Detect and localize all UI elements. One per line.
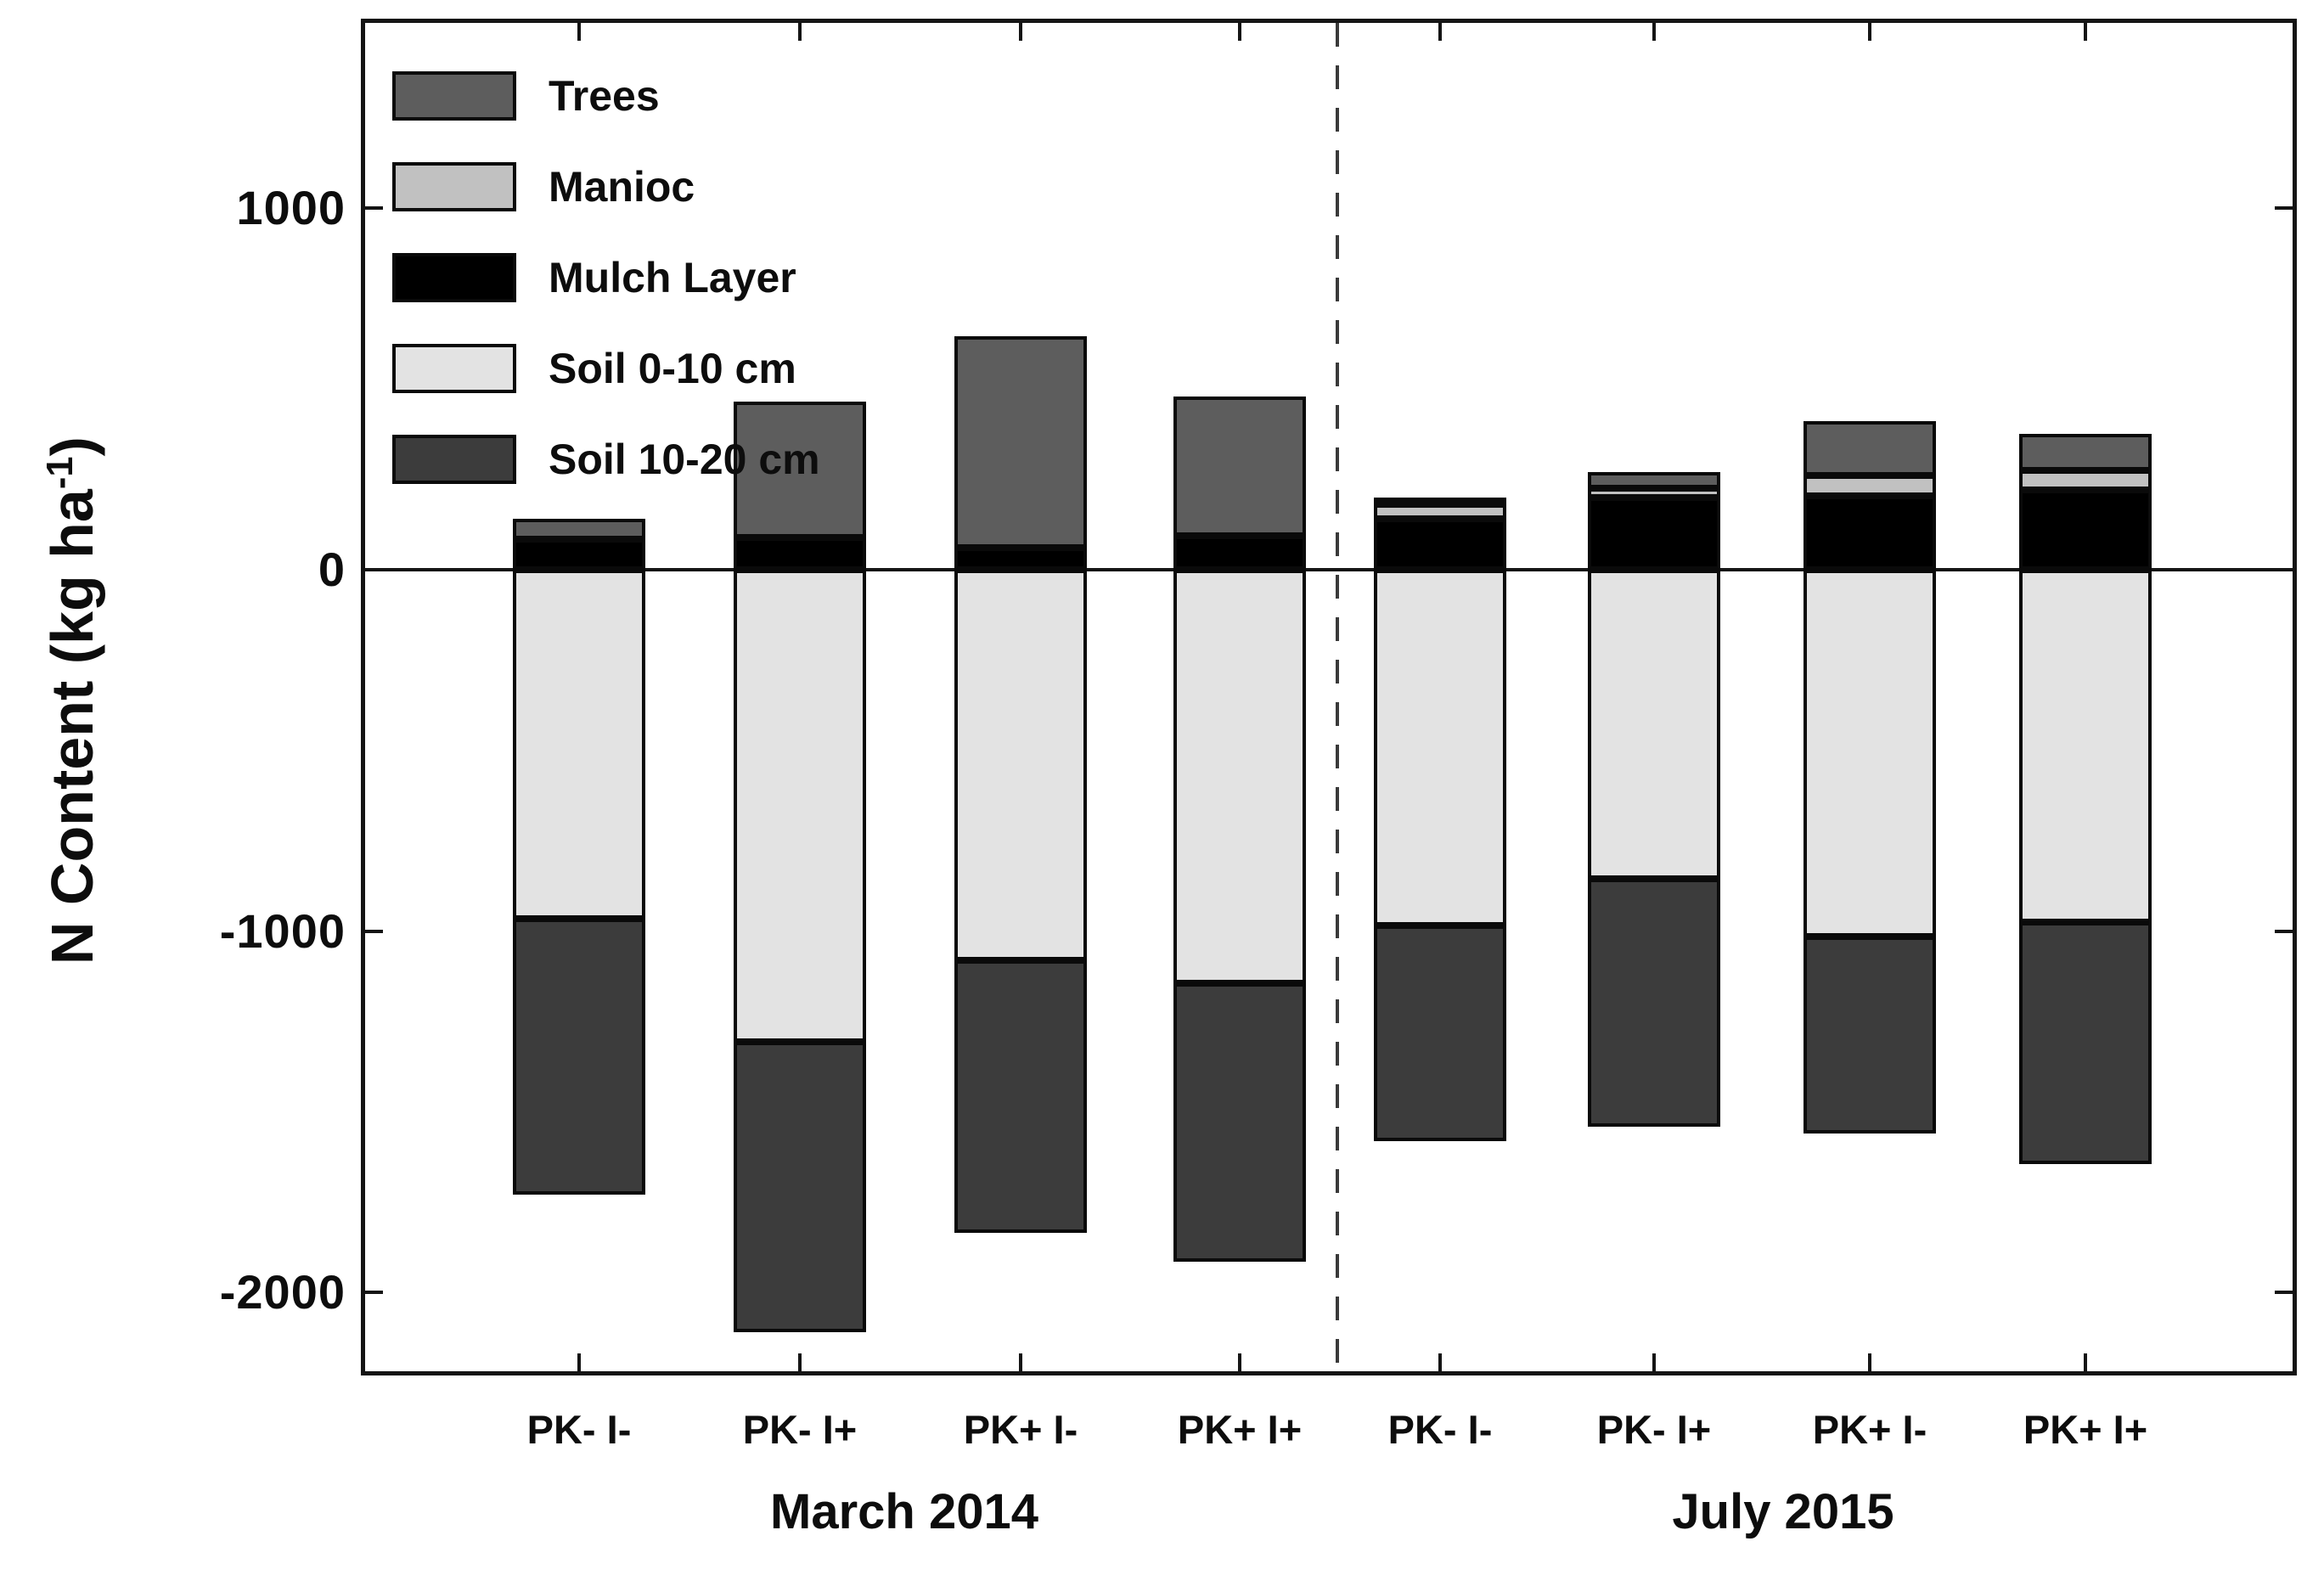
x-axis-category-label: PK+ I+ xyxy=(2023,1407,2148,1452)
bar-segment-soil-0-10-cm xyxy=(734,570,866,1042)
y-axis-tick-label: 1000 xyxy=(236,181,346,234)
y-axis-tick-label: 0 xyxy=(318,543,346,596)
x-axis-category-label: PK- I+ xyxy=(742,1407,858,1452)
x-axis-category-label: PK+ I- xyxy=(1812,1407,1927,1452)
x-axis-tick-bottom xyxy=(577,1353,581,1375)
legend-swatch-trees xyxy=(392,71,516,121)
group-label-july-2015: July 2015 xyxy=(1672,1484,1894,1539)
bar-segment-trees xyxy=(1173,397,1306,536)
x-axis-tick-top xyxy=(1868,19,1871,41)
bar-segment-soil-0-10-cm xyxy=(513,570,645,919)
legend-label-mulch-layer: Mulch Layer xyxy=(549,254,796,301)
bar-segment-manioc xyxy=(1588,488,1720,498)
y-axis-tick-label: -2000 xyxy=(219,1265,346,1319)
y-axis-tick-right xyxy=(2275,1291,2297,1294)
y-axis-tick-left xyxy=(361,206,383,210)
x-axis-category-label: PK- I- xyxy=(526,1407,632,1452)
bar-segment-trees xyxy=(1374,498,1506,504)
bar-segment-trees xyxy=(734,402,866,537)
legend-swatch-soil-10-20-cm xyxy=(392,435,516,484)
x-axis-category-label: PK+ I- xyxy=(963,1407,1078,1452)
bar-segment-manioc xyxy=(1374,504,1506,519)
bar-segment-soil-0-10-cm xyxy=(2019,570,2152,922)
x-axis-tick-top xyxy=(2084,19,2087,41)
x-axis-tick-bottom xyxy=(798,1353,802,1375)
bar-segment-manioc xyxy=(1803,475,1936,496)
legend-label-soil-0-10-cm: Soil 0-10 cm xyxy=(549,345,796,392)
legend-swatch-soil-0-10-cm xyxy=(392,344,516,393)
y-axis-tick-label: -1000 xyxy=(219,904,346,958)
legend-label-soil-10-20-cm: Soil 10-20 cm xyxy=(549,436,820,483)
bar-segment-trees xyxy=(2019,434,2152,470)
group-divider-dashed-line xyxy=(1336,23,1339,1371)
y-axis-tick-right xyxy=(2275,206,2297,210)
y-axis-title-text: N Content (kg ha xyxy=(39,489,106,965)
bar-segment-trees xyxy=(1803,421,1936,475)
bar-segment-mulch-layer xyxy=(2019,490,2152,570)
bar-segment-soil-0-10-cm xyxy=(954,570,1087,960)
bar-segment-mulch-layer xyxy=(513,539,645,570)
bar-segment-soil-10-20-cm xyxy=(1588,879,1720,1127)
x-axis-tick-top xyxy=(577,19,581,41)
y-axis-tick-right xyxy=(2275,930,2297,933)
x-axis-tick-top xyxy=(1652,19,1656,41)
bar-segment-soil-10-20-cm xyxy=(954,960,1087,1233)
y-axis-title: N Content (kg ha-1) xyxy=(26,149,106,1252)
bar-segment-soil-10-20-cm xyxy=(1803,937,1936,1134)
bar-segment-soil-10-20-cm xyxy=(1173,983,1306,1262)
legend-swatch-mulch-layer xyxy=(392,253,516,302)
legend-label-manioc: Manioc xyxy=(549,163,695,211)
zero-value-gridline xyxy=(361,568,2297,571)
y-axis-title-close: ) xyxy=(39,436,106,457)
y-axis-tick-left xyxy=(361,568,383,571)
x-axis-tick-bottom xyxy=(2084,1353,2087,1375)
y-axis-tick-right xyxy=(2275,568,2297,571)
legend-swatch-manioc xyxy=(392,162,516,211)
bar-segment-mulch-layer xyxy=(1803,496,1936,570)
x-axis-category-label: PK- I- xyxy=(1387,1407,1493,1452)
bar-segment-manioc xyxy=(2019,470,2152,490)
x-axis-category-label: PK- I+ xyxy=(1596,1407,1712,1452)
x-axis-tick-bottom xyxy=(1868,1353,1871,1375)
legend-label-trees: Trees xyxy=(549,72,660,120)
group-label-march-2014: March 2014 xyxy=(770,1484,1038,1539)
bar-segment-mulch-layer xyxy=(1173,536,1306,570)
bar-segment-soil-0-10-cm xyxy=(1803,570,1936,937)
bar-segment-mulch-layer xyxy=(954,548,1087,570)
bar-segment-soil-10-20-cm xyxy=(513,919,645,1195)
bar-segment-mulch-layer xyxy=(734,537,866,570)
x-axis-tick-top xyxy=(1438,19,1442,41)
y-axis-title-superscript: -1 xyxy=(39,456,81,490)
bar-segment-trees xyxy=(513,519,645,539)
y-axis-tick-left xyxy=(361,930,383,933)
bar-segment-trees xyxy=(954,336,1087,548)
x-axis-tick-bottom xyxy=(1238,1353,1241,1375)
plot-area xyxy=(361,19,2297,1375)
bar-segment-soil-10-20-cm xyxy=(2019,922,2152,1164)
bar-segment-soil-0-10-cm xyxy=(1588,570,1720,879)
x-axis-tick-bottom xyxy=(1019,1353,1022,1375)
x-axis-tick-top xyxy=(1238,19,1241,41)
bar-segment-mulch-layer xyxy=(1588,498,1720,570)
x-axis-tick-top xyxy=(1019,19,1022,41)
bar-segment-soil-0-10-cm xyxy=(1374,570,1506,925)
x-axis-tick-bottom xyxy=(1438,1353,1442,1375)
x-axis-tick-top xyxy=(798,19,802,41)
bar-segment-soil-0-10-cm xyxy=(1173,570,1306,983)
x-axis-category-label: PK+ I+ xyxy=(1177,1407,1303,1452)
bar-segment-mulch-layer xyxy=(1374,519,1506,570)
bar-segment-trees xyxy=(1588,472,1720,488)
bar-segment-soil-10-20-cm xyxy=(1374,925,1506,1141)
x-axis-tick-bottom xyxy=(1652,1353,1656,1375)
y-axis-tick-left xyxy=(361,1291,383,1294)
bar-segment-soil-10-20-cm xyxy=(734,1042,866,1332)
